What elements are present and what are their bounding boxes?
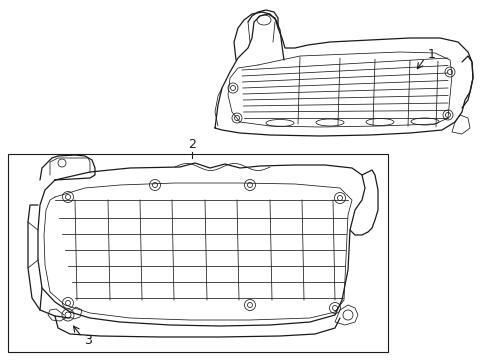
Bar bbox=[8, 154, 387, 352]
Text: 3: 3 bbox=[84, 334, 92, 347]
Text: 2: 2 bbox=[188, 139, 196, 152]
Text: 1: 1 bbox=[427, 48, 435, 60]
